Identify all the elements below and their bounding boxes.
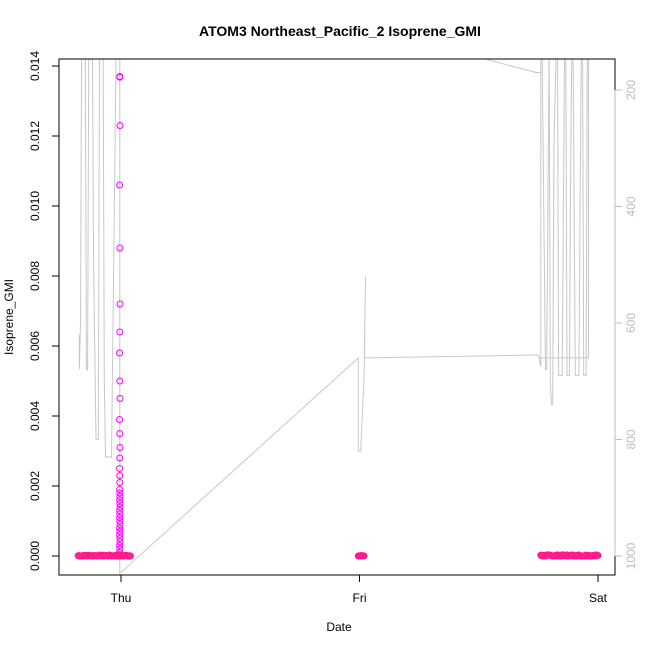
- data-point: [116, 538, 124, 546]
- right-y-tick-label: 200: [624, 80, 638, 100]
- data-point: [116, 472, 124, 479]
- right-y-tick-label: 600: [624, 313, 638, 333]
- data-point: [116, 454, 124, 462]
- y-tick-label: 0.000: [28, 541, 42, 571]
- data-point: [116, 500, 124, 507]
- data-point: [116, 486, 124, 493]
- data-point: [116, 535, 124, 542]
- data-point: [116, 514, 124, 521]
- data-point: [116, 300, 124, 308]
- data-point: [116, 430, 124, 437]
- x-axis-label: Date: [326, 620, 352, 634]
- data-point: [116, 349, 124, 357]
- data-point: [360, 552, 368, 560]
- y-tick-label: 0.012: [28, 121, 42, 151]
- data-point: [116, 181, 124, 189]
- y-tick-label: 0.002: [28, 471, 42, 501]
- data-point: [116, 244, 124, 252]
- y-tick-label: 0.010: [28, 191, 42, 221]
- altitude-line-segment: [483, 59, 541, 73]
- data-point: [116, 503, 124, 511]
- data-point: [116, 73, 124, 81]
- right-y-tick-label: 1000: [624, 542, 638, 569]
- right-y-tick-label: 800: [624, 429, 638, 449]
- y-tick-label: 0.014: [28, 51, 42, 81]
- altitude-line: [78, 59, 589, 575]
- right-y-tick-label: 400: [624, 196, 638, 216]
- data-point: [116, 493, 124, 500]
- data-point: [116, 489, 124, 497]
- data-point: [116, 479, 124, 486]
- data-point: [116, 510, 124, 518]
- y-tick-label: 0.008: [28, 261, 42, 291]
- x-axis: Thu Fri Sat: [111, 574, 608, 605]
- x-tick-label: Sat: [589, 591, 608, 605]
- data-point: [116, 517, 124, 525]
- chart-title: ATOM3 Northeast_Pacific_2 Isoprene_GMI: [199, 23, 481, 39]
- data-points-layer: [74, 73, 602, 560]
- y-tick-label: 0.006: [28, 331, 42, 361]
- altitude-line-layer: [78, 59, 589, 575]
- data-point: [116, 416, 124, 423]
- data-point: [116, 328, 124, 336]
- y-axis-right: 200 400 600 800 1000: [614, 80, 638, 569]
- data-point: [116, 377, 124, 385]
- data-point: [116, 507, 124, 514]
- plot-frame: [58, 58, 616, 576]
- data-point: [116, 496, 124, 504]
- data-point: [116, 524, 124, 532]
- data-point: [116, 542, 124, 549]
- data-point: [127, 552, 134, 560]
- data-point: [116, 531, 124, 539]
- data-point: [116, 444, 124, 451]
- data-point: [116, 122, 124, 129]
- data-point: [116, 465, 124, 472]
- x-tick-label: Thu: [111, 591, 132, 605]
- plot-layers: [74, 59, 602, 575]
- data-point: [116, 521, 124, 528]
- y-axis-left: 0.000 0.002 0.004 0.006 0.008 0.010 0.012 0.014: [28, 51, 60, 571]
- y-tick-label: 0.004: [28, 401, 42, 431]
- x-tick-label: Fri: [353, 591, 367, 605]
- y-axis-label: Isoprene_GMI: [2, 279, 16, 355]
- data-point: [116, 395, 124, 402]
- data-point: [594, 551, 602, 559]
- data-point: [116, 528, 124, 535]
